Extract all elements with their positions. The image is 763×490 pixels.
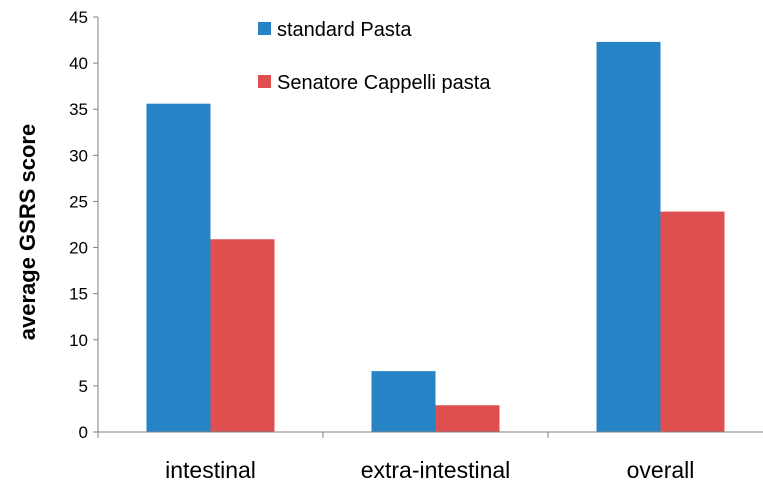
bar-senatore-cappelli-pasta-overall [660,211,725,432]
y-tick-label: 20 [69,239,88,258]
legend-swatch [258,22,271,35]
y-tick-label: 45 [69,8,88,27]
y-ticks: 0 5 10 15 20 25 30 35 40 45 [69,8,98,442]
legend-swatch [258,75,271,88]
bar-senatore-cappelli-pasta-intestinal [210,239,275,432]
y-tick-label: 25 [69,192,88,211]
y-tick-label: 15 [69,285,88,304]
bar-senatore-cappelli-pasta-extra-intestinal [435,405,500,432]
y-tick-label: 30 [69,146,88,165]
bar-standard-pasta-intestinal [146,103,211,432]
x-ticks: intestinal extra-intestinal overall [97,432,695,483]
y-axis-title: average GSRS score [15,124,40,340]
y-tick-label: 10 [69,331,88,350]
y-tick-label: 0 [79,423,88,442]
x-category-label: extra-intestinal [361,457,511,483]
x-category-label: overall [627,457,695,483]
x-category-label: intestinal [165,457,256,483]
bars-layer [146,41,725,433]
legend: standard Pasta Senatore Cappelli pasta [258,19,491,94]
bar-standard-pasta-overall [596,41,661,433]
y-tick-label: 40 [69,54,88,73]
y-tick-label: 35 [69,100,88,119]
axes-layer [97,17,763,433]
bar-standard-pasta-extra-intestinal [371,371,436,432]
legend-label: standard Pasta [277,19,412,41]
y-tick-label: 5 [79,377,88,396]
legend-label: Senatore Cappelli pasta [277,72,491,94]
